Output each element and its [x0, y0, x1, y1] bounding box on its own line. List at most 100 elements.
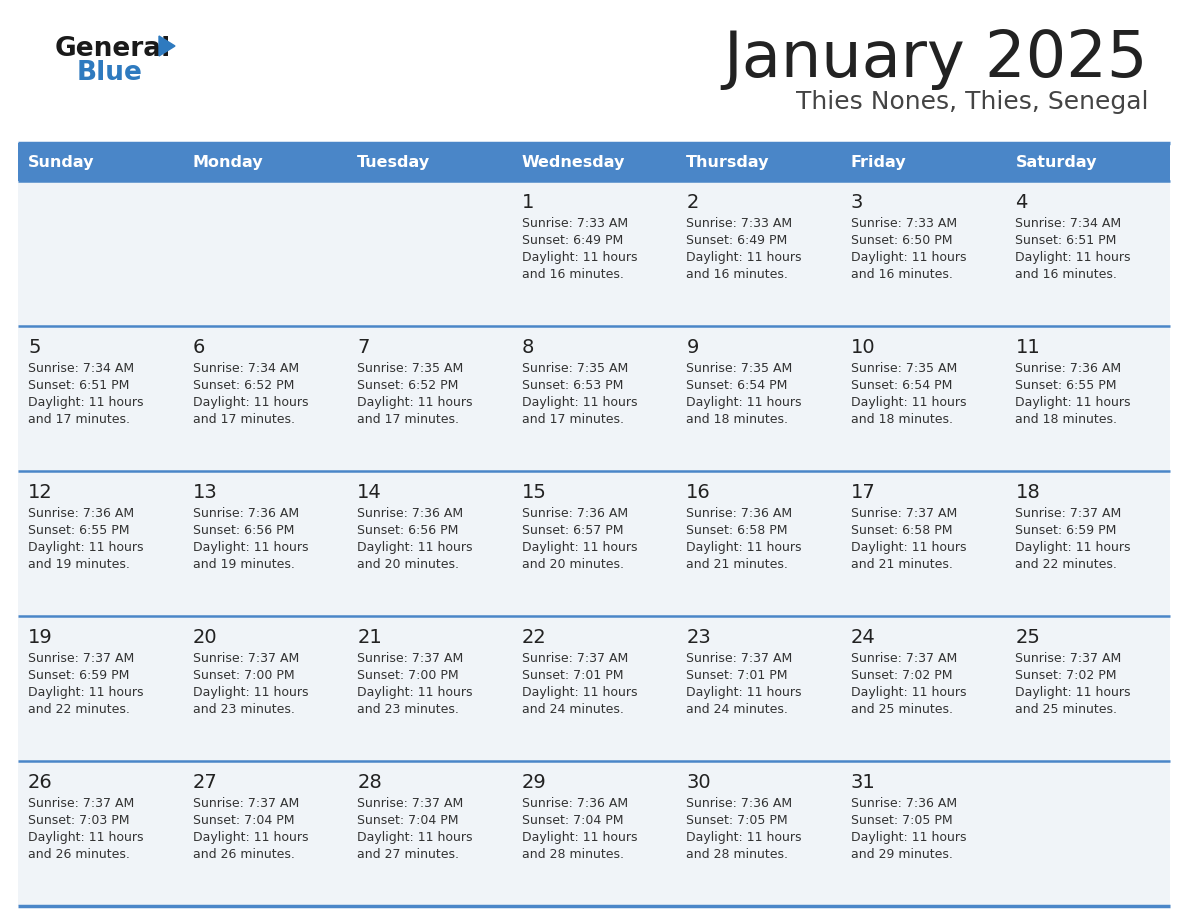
Text: Sunset: 7:01 PM: Sunset: 7:01 PM	[522, 669, 624, 682]
Text: Sunset: 6:59 PM: Sunset: 6:59 PM	[1016, 524, 1117, 537]
Text: Daylight: 11 hours: Daylight: 11 hours	[358, 396, 473, 409]
Bar	[1005, 143, 1170, 181]
Text: Daylight: 11 hours: Daylight: 11 hours	[851, 251, 966, 264]
Text: Daylight: 11 hours: Daylight: 11 hours	[522, 541, 637, 554]
Text: Daylight: 11 hours: Daylight: 11 hours	[687, 396, 802, 409]
Text: Daylight: 11 hours: Daylight: 11 hours	[358, 686, 473, 699]
Text: Sunset: 6:51 PM: Sunset: 6:51 PM	[29, 379, 129, 392]
Text: Daylight: 11 hours: Daylight: 11 hours	[29, 831, 144, 844]
Text: Sunset: 6:55 PM: Sunset: 6:55 PM	[1016, 379, 1117, 392]
Text: General: General	[55, 36, 171, 62]
Text: and 17 minutes.: and 17 minutes.	[29, 413, 129, 426]
Text: Sunrise: 7:36 AM: Sunrise: 7:36 AM	[358, 507, 463, 520]
Bar	[18, 143, 183, 181]
Text: Daylight: 11 hours: Daylight: 11 hours	[522, 251, 637, 264]
Text: and 21 minutes.: and 21 minutes.	[851, 558, 953, 571]
Text: Sunrise: 7:36 AM: Sunrise: 7:36 AM	[851, 797, 958, 810]
Text: and 16 minutes.: and 16 minutes.	[687, 268, 788, 281]
Text: and 17 minutes.: and 17 minutes.	[522, 413, 624, 426]
Text: 23: 23	[687, 628, 712, 647]
Text: Daylight: 11 hours: Daylight: 11 hours	[687, 686, 802, 699]
Text: and 22 minutes.: and 22 minutes.	[1016, 558, 1117, 571]
Text: Sunset: 7:02 PM: Sunset: 7:02 PM	[1016, 669, 1117, 682]
Text: Sunset: 7:05 PM: Sunset: 7:05 PM	[687, 814, 788, 827]
Text: Sunrise: 7:36 AM: Sunrise: 7:36 AM	[522, 507, 627, 520]
Text: Tuesday: Tuesday	[358, 154, 430, 170]
Text: Sunset: 7:03 PM: Sunset: 7:03 PM	[29, 814, 129, 827]
Text: Sunday: Sunday	[29, 154, 95, 170]
Bar	[183, 143, 347, 181]
Text: 7: 7	[358, 338, 369, 357]
Text: Sunrise: 7:35 AM: Sunrise: 7:35 AM	[358, 362, 463, 375]
Text: Sunset: 6:58 PM: Sunset: 6:58 PM	[687, 524, 788, 537]
Text: and 25 minutes.: and 25 minutes.	[851, 703, 953, 716]
Text: Sunrise: 7:37 AM: Sunrise: 7:37 AM	[687, 652, 792, 665]
Text: Sunrise: 7:37 AM: Sunrise: 7:37 AM	[358, 652, 463, 665]
Text: Sunrise: 7:37 AM: Sunrise: 7:37 AM	[29, 797, 134, 810]
Text: Daylight: 11 hours: Daylight: 11 hours	[29, 396, 144, 409]
Text: Daylight: 11 hours: Daylight: 11 hours	[687, 831, 802, 844]
Text: Sunrise: 7:37 AM: Sunrise: 7:37 AM	[358, 797, 463, 810]
Text: Sunset: 6:49 PM: Sunset: 6:49 PM	[522, 234, 623, 247]
Text: Sunset: 6:56 PM: Sunset: 6:56 PM	[192, 524, 293, 537]
Text: Sunset: 6:49 PM: Sunset: 6:49 PM	[687, 234, 788, 247]
Text: Daylight: 11 hours: Daylight: 11 hours	[687, 251, 802, 264]
Text: Daylight: 11 hours: Daylight: 11 hours	[522, 831, 637, 844]
Text: 12: 12	[29, 483, 52, 502]
Text: Sunrise: 7:37 AM: Sunrise: 7:37 AM	[1016, 652, 1121, 665]
Text: Sunrise: 7:36 AM: Sunrise: 7:36 AM	[522, 797, 627, 810]
Text: Sunset: 7:01 PM: Sunset: 7:01 PM	[687, 669, 788, 682]
Text: Sunset: 6:52 PM: Sunset: 6:52 PM	[192, 379, 293, 392]
Text: Blue: Blue	[77, 60, 143, 86]
Text: 22: 22	[522, 628, 546, 647]
Text: 31: 31	[851, 773, 876, 792]
Text: Sunrise: 7:37 AM: Sunrise: 7:37 AM	[192, 652, 299, 665]
Text: and 28 minutes.: and 28 minutes.	[522, 848, 624, 861]
Text: January 2025: January 2025	[723, 28, 1148, 90]
Text: 14: 14	[358, 483, 381, 502]
Text: 20: 20	[192, 628, 217, 647]
Text: 29: 29	[522, 773, 546, 792]
Text: Daylight: 11 hours: Daylight: 11 hours	[192, 396, 308, 409]
Text: Wednesday: Wednesday	[522, 154, 625, 170]
Text: and 22 minutes.: and 22 minutes.	[29, 703, 129, 716]
Text: Sunset: 6:50 PM: Sunset: 6:50 PM	[851, 234, 953, 247]
Text: Sunrise: 7:37 AM: Sunrise: 7:37 AM	[29, 652, 134, 665]
Text: and 26 minutes.: and 26 minutes.	[29, 848, 129, 861]
Text: Sunrise: 7:36 AM: Sunrise: 7:36 AM	[192, 507, 298, 520]
Text: 26: 26	[29, 773, 52, 792]
Text: Daylight: 11 hours: Daylight: 11 hours	[192, 686, 308, 699]
Text: 16: 16	[687, 483, 712, 502]
Text: Daylight: 11 hours: Daylight: 11 hours	[29, 541, 144, 554]
Text: and 16 minutes.: and 16 minutes.	[1016, 268, 1117, 281]
Text: Thies Nones, Thies, Senegal: Thies Nones, Thies, Senegal	[796, 90, 1148, 114]
Text: and 24 minutes.: and 24 minutes.	[687, 703, 788, 716]
Text: 10: 10	[851, 338, 876, 357]
Text: Sunrise: 7:35 AM: Sunrise: 7:35 AM	[687, 362, 792, 375]
Text: Daylight: 11 hours: Daylight: 11 hours	[522, 396, 637, 409]
Text: Sunrise: 7:37 AM: Sunrise: 7:37 AM	[851, 652, 958, 665]
Text: Sunset: 6:56 PM: Sunset: 6:56 PM	[358, 524, 459, 537]
Text: 4: 4	[1016, 193, 1028, 212]
Text: Sunrise: 7:34 AM: Sunrise: 7:34 AM	[192, 362, 298, 375]
Text: Sunrise: 7:36 AM: Sunrise: 7:36 AM	[687, 797, 792, 810]
Text: 15: 15	[522, 483, 546, 502]
Text: 5: 5	[29, 338, 40, 357]
Bar	[347, 143, 512, 181]
Text: and 16 minutes.: and 16 minutes.	[851, 268, 953, 281]
Text: and 23 minutes.: and 23 minutes.	[192, 703, 295, 716]
Text: Sunrise: 7:36 AM: Sunrise: 7:36 AM	[29, 507, 134, 520]
Text: Daylight: 11 hours: Daylight: 11 hours	[522, 686, 637, 699]
Text: Sunset: 6:55 PM: Sunset: 6:55 PM	[29, 524, 129, 537]
Bar	[18, 761, 1170, 906]
Text: and 28 minutes.: and 28 minutes.	[687, 848, 789, 861]
Text: 3: 3	[851, 193, 864, 212]
Text: 11: 11	[1016, 338, 1041, 357]
Text: and 24 minutes.: and 24 minutes.	[522, 703, 624, 716]
Text: Sunrise: 7:37 AM: Sunrise: 7:37 AM	[192, 797, 299, 810]
Text: Daylight: 11 hours: Daylight: 11 hours	[1016, 541, 1131, 554]
Text: Sunrise: 7:34 AM: Sunrise: 7:34 AM	[29, 362, 134, 375]
Text: and 25 minutes.: and 25 minutes.	[1016, 703, 1118, 716]
Bar	[676, 143, 841, 181]
Text: 27: 27	[192, 773, 217, 792]
